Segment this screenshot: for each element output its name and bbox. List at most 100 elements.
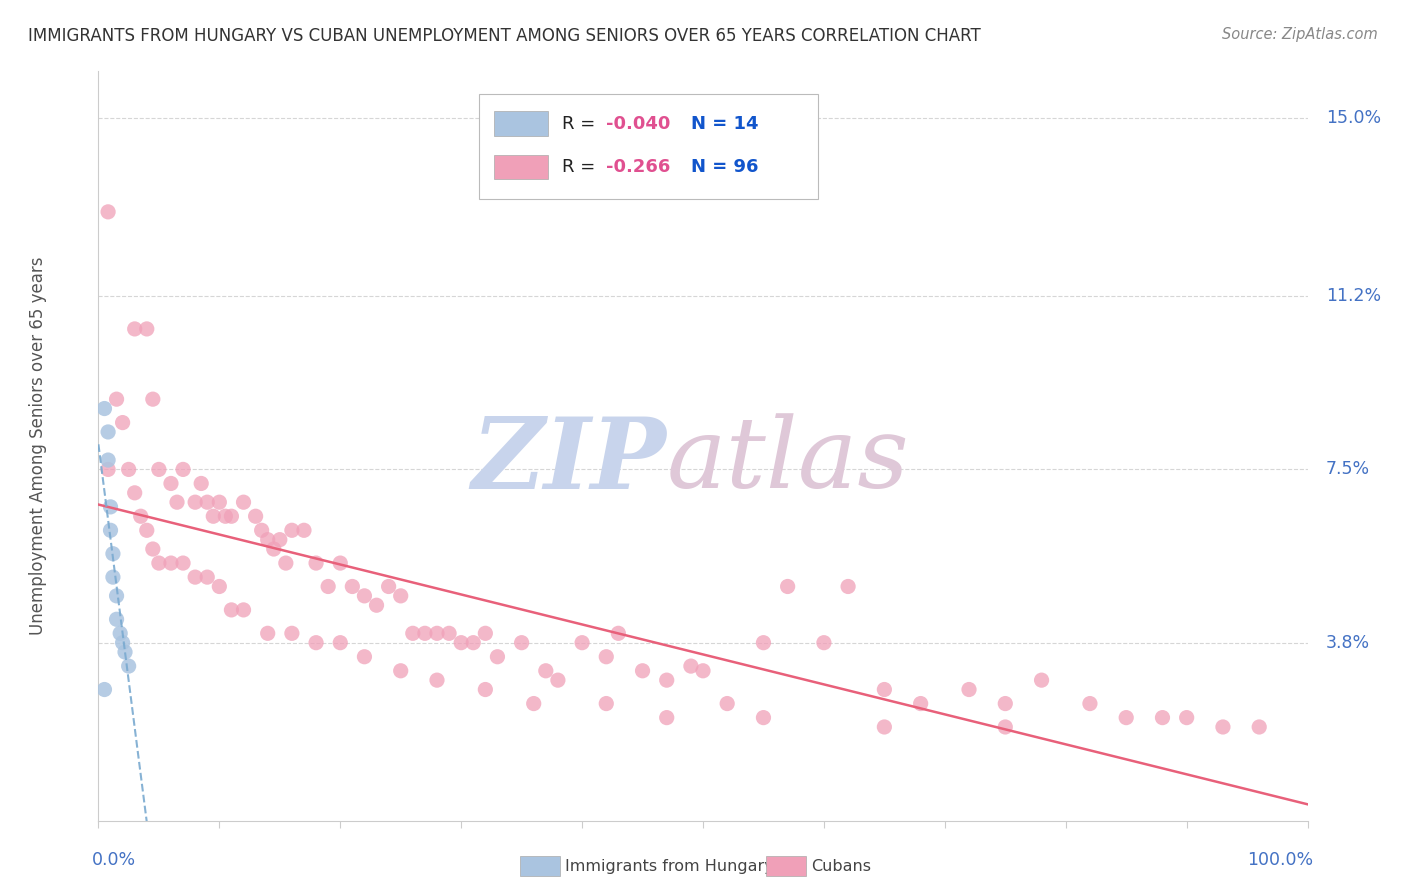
Bar: [494, 112, 548, 136]
Point: [97, 204, 120, 219]
Text: -0.266: -0.266: [606, 158, 671, 177]
Point: [281, 523, 304, 537]
Point: [118, 659, 141, 673]
Point: [101, 570, 124, 584]
Point: [1175, 710, 1198, 724]
Point: [124, 322, 146, 336]
Point: [108, 626, 131, 640]
Text: ZIP: ZIP: [472, 413, 666, 509]
Point: [450, 635, 472, 649]
Point: [208, 495, 231, 509]
Point: [413, 626, 436, 640]
Point: [692, 664, 714, 678]
Point: [752, 710, 775, 724]
Point: [202, 509, 225, 524]
Point: [426, 626, 449, 640]
Point: [353, 649, 375, 664]
Point: [389, 589, 412, 603]
Point: [716, 697, 738, 711]
Text: 3.8%: 3.8%: [1326, 633, 1369, 652]
Point: [142, 392, 165, 407]
Point: [166, 495, 188, 509]
Point: [1031, 673, 1053, 688]
Point: [93, 401, 115, 416]
Text: N = 96: N = 96: [690, 158, 758, 177]
Point: [263, 541, 285, 557]
Point: [994, 720, 1017, 734]
Point: [329, 635, 352, 649]
Point: [607, 626, 630, 640]
Point: [655, 673, 678, 688]
Text: R =: R =: [561, 158, 600, 177]
Point: [426, 673, 449, 688]
Point: [232, 495, 254, 509]
Point: [172, 556, 194, 570]
Point: [873, 682, 896, 697]
Point: [148, 556, 170, 570]
Point: [1249, 720, 1271, 734]
Text: 15.0%: 15.0%: [1326, 109, 1381, 128]
Point: [129, 509, 152, 524]
Point: [135, 322, 157, 336]
Point: [111, 416, 134, 430]
Point: [486, 649, 509, 664]
Point: [100, 523, 122, 537]
Point: [1212, 720, 1234, 734]
Point: [510, 635, 533, 649]
Point: [118, 462, 141, 476]
Point: [631, 664, 654, 678]
Text: atlas: atlas: [666, 413, 910, 508]
Point: [377, 580, 399, 594]
Point: [1115, 710, 1137, 724]
Point: [523, 697, 546, 711]
Point: [97, 453, 120, 467]
Point: [221, 603, 243, 617]
Text: Immigrants from Hungary: Immigrants from Hungary: [565, 859, 773, 873]
Point: [292, 523, 315, 537]
Point: [105, 612, 128, 626]
Point: [994, 697, 1017, 711]
Point: [208, 580, 231, 594]
Point: [329, 556, 352, 570]
Text: 0.0%: 0.0%: [93, 851, 136, 869]
Point: [366, 599, 388, 613]
Point: [269, 533, 291, 547]
Point: [873, 720, 896, 734]
Point: [105, 392, 128, 407]
Point: [316, 580, 339, 594]
Point: [142, 541, 165, 557]
Point: [305, 556, 328, 570]
Point: [232, 603, 254, 617]
Point: [353, 589, 375, 603]
Point: [190, 476, 212, 491]
Point: [195, 495, 218, 509]
Bar: [494, 154, 548, 179]
Point: [148, 462, 170, 476]
Point: [256, 533, 278, 547]
Point: [1078, 697, 1101, 711]
Point: [214, 509, 236, 524]
Point: [910, 697, 932, 711]
Text: 100.0%: 100.0%: [1247, 851, 1313, 869]
Text: Unemployment Among Seniors over 65 years: Unemployment Among Seniors over 65 years: [30, 257, 46, 635]
Point: [342, 580, 364, 594]
Point: [389, 664, 412, 678]
Text: Cubans: Cubans: [811, 859, 872, 873]
Point: [97, 425, 120, 439]
Point: [100, 500, 122, 514]
Point: [571, 635, 593, 649]
Point: [93, 682, 115, 697]
Point: [97, 462, 120, 476]
Point: [1152, 710, 1174, 724]
Point: [534, 664, 557, 678]
Point: [101, 547, 124, 561]
Point: [305, 635, 328, 649]
Point: [463, 635, 485, 649]
Point: [124, 485, 146, 500]
Point: [256, 626, 278, 640]
Point: [813, 635, 835, 649]
Point: [437, 626, 460, 640]
Text: -0.040: -0.040: [606, 115, 671, 133]
Point: [679, 659, 702, 673]
Point: [184, 570, 207, 584]
